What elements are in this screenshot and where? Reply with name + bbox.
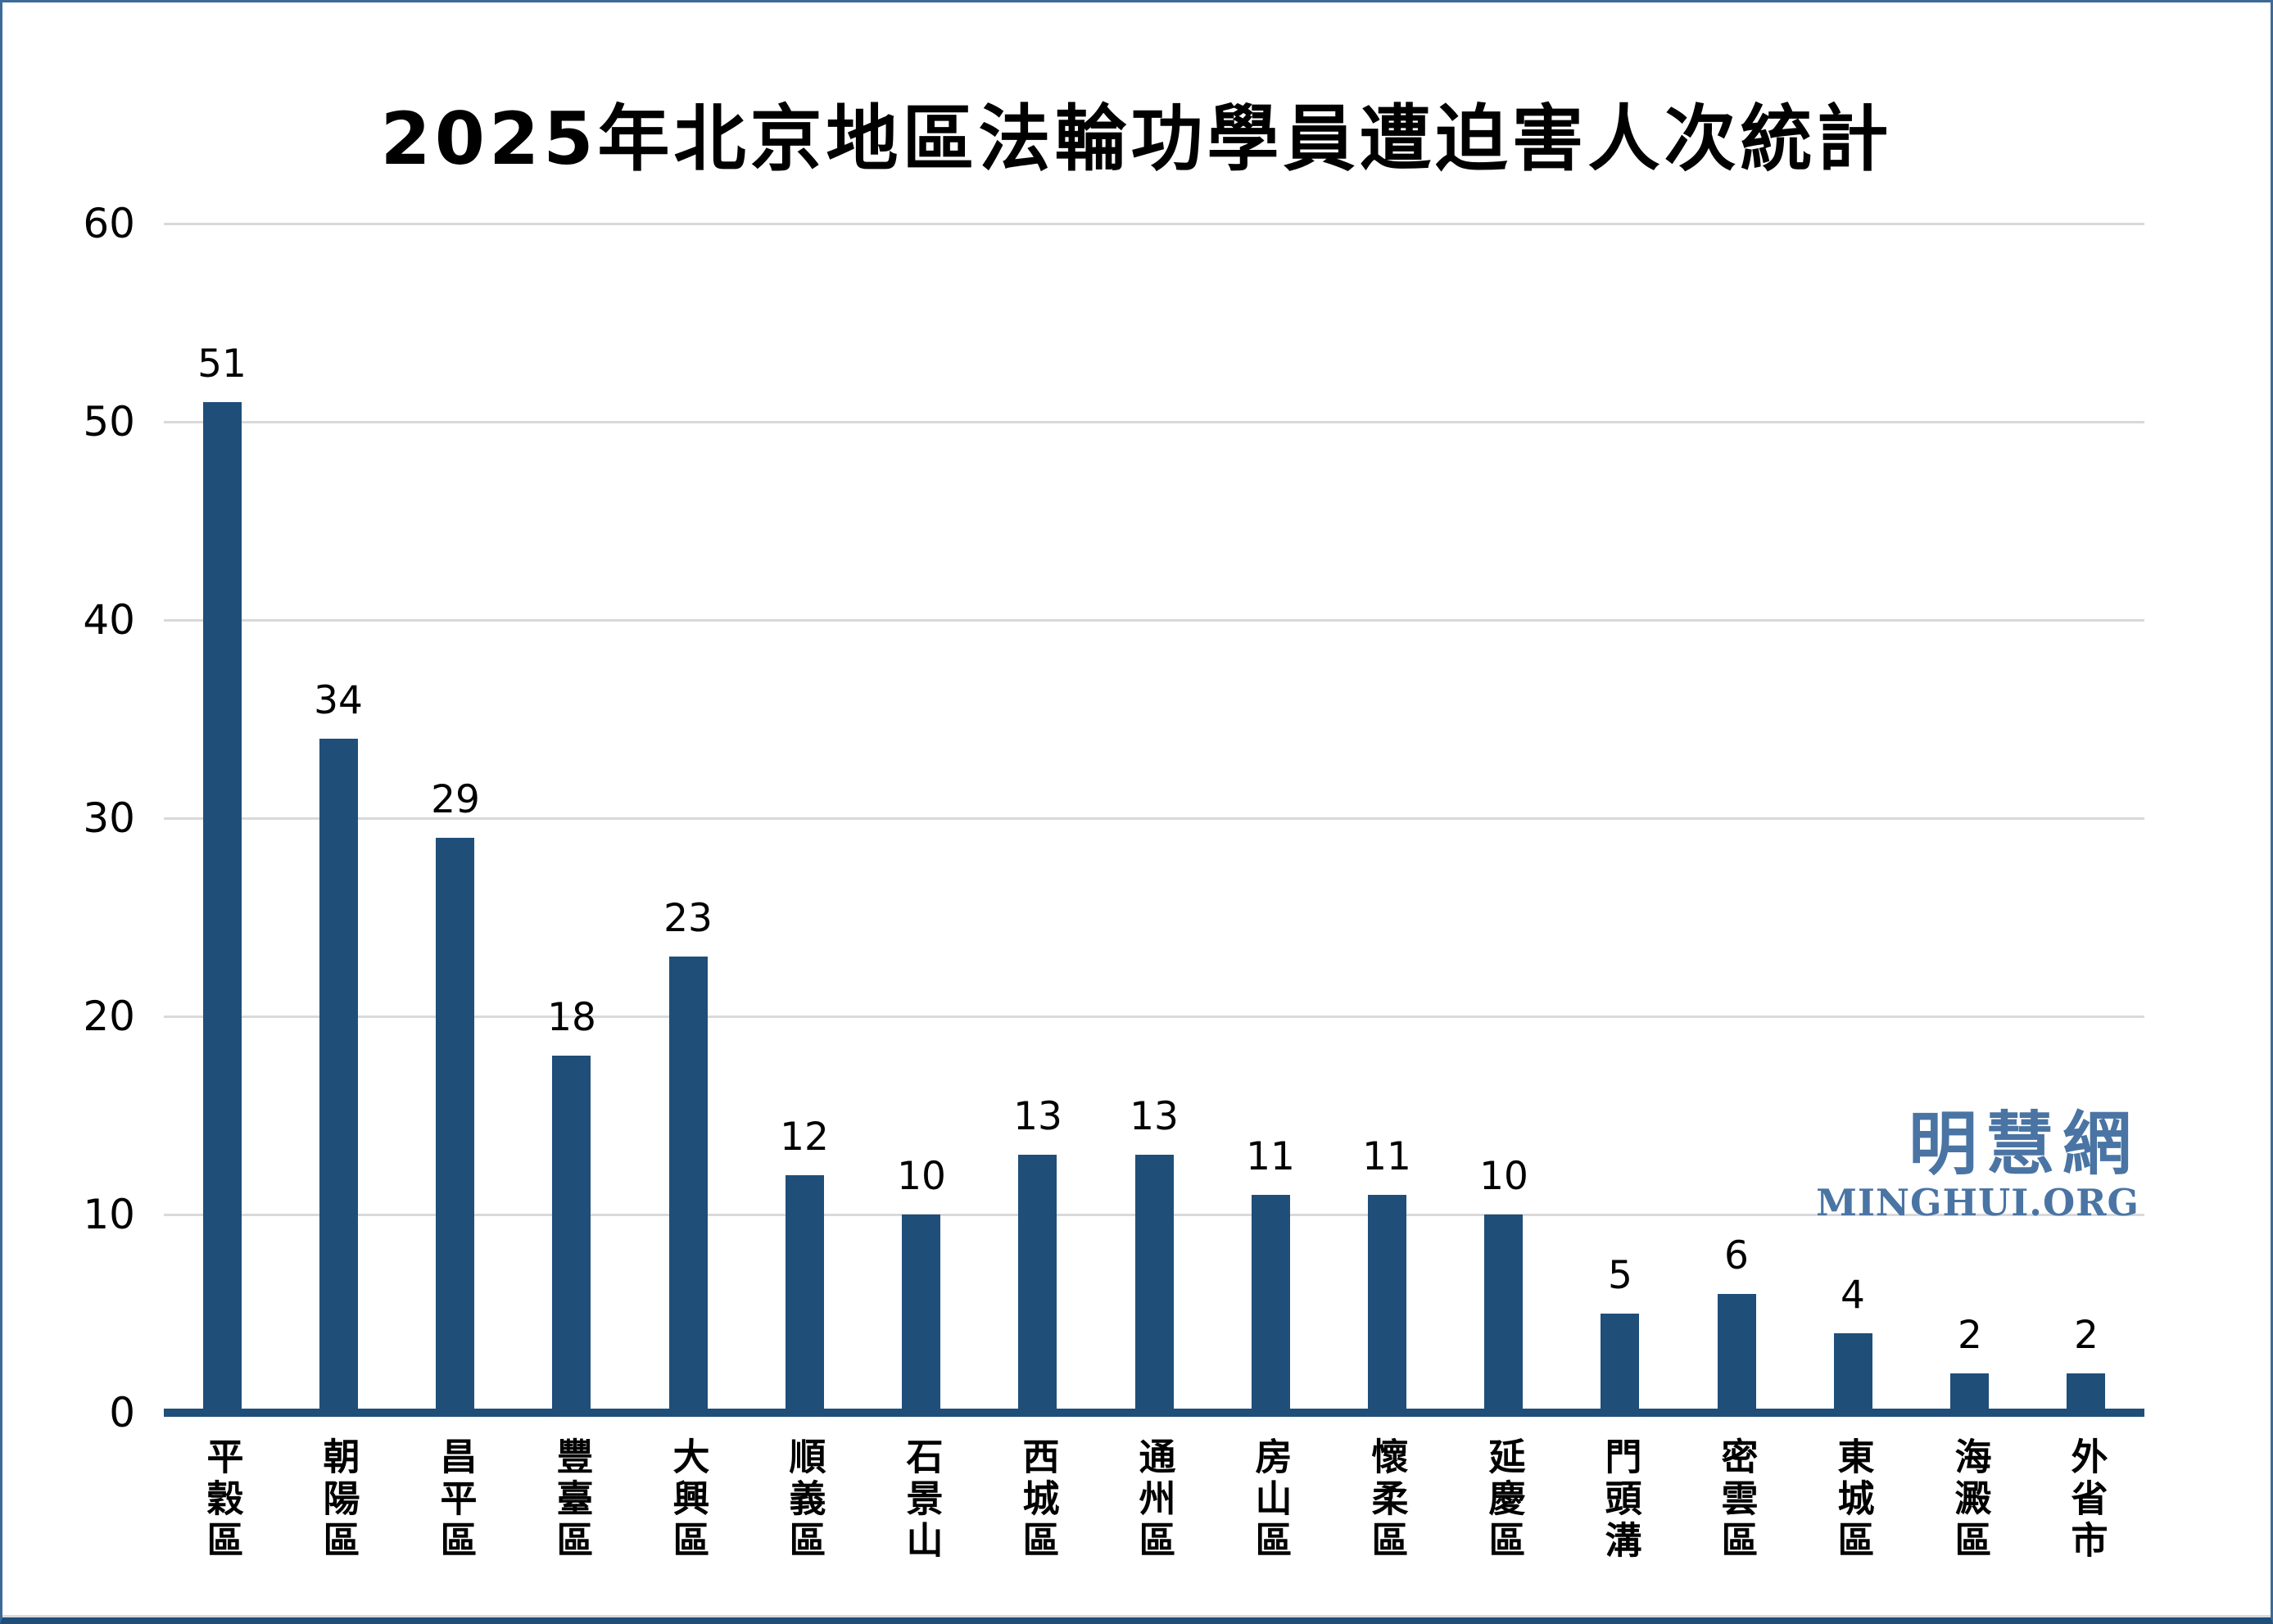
x-tick-label-通州區: 通州區 — [1132, 1437, 1176, 1563]
y-tick-label-20: 20 — [83, 993, 135, 1040]
gridline-y20 — [164, 1016, 2144, 1018]
bar-平穀區 — [203, 402, 242, 1413]
bar-房山區 — [1252, 1195, 1290, 1413]
bar-密雲區 — [1718, 1294, 1756, 1413]
bar-通州區 — [1135, 1155, 1174, 1413]
minghui-watermark: 明慧網 MINGHUI.ORG — [1816, 1106, 2139, 1224]
bar-value-label-昌平區: 29 — [431, 777, 480, 822]
y-tick-label-0: 0 — [109, 1389, 135, 1436]
bottom-rule — [2, 1615, 2271, 1617]
bar-value-label-通州區: 13 — [1130, 1094, 1179, 1139]
x-tick-label-懷柔區: 懷柔區 — [1365, 1437, 1409, 1563]
x-tick-label-朝陽區: 朝陽區 — [316, 1437, 360, 1563]
gridline-y40 — [164, 619, 2144, 622]
bar-value-label-西城區: 13 — [1013, 1094, 1062, 1139]
gridline-y30 — [164, 817, 2144, 820]
watermark-cjk-text: 明慧網 — [1908, 1104, 2139, 1184]
bar-豐臺區 — [552, 1056, 591, 1413]
x-tick-label-門頭溝: 門頭溝 — [1598, 1437, 1642, 1563]
bar-value-label-延慶區: 10 — [1479, 1154, 1528, 1199]
bar-value-label-懷柔區: 11 — [1362, 1134, 1411, 1179]
x-tick-label-昌平區: 昌平區 — [433, 1437, 478, 1563]
bar-value-label-門頭溝: 5 — [1608, 1253, 1632, 1298]
bar-西城區 — [1018, 1155, 1057, 1413]
y-tick-label-40: 40 — [83, 596, 135, 644]
x-tick-label-石景山: 石景山 — [899, 1437, 944, 1563]
bar-value-label-石景山: 10 — [897, 1154, 946, 1199]
bar-順義區 — [786, 1175, 824, 1413]
x-tick-label-密雲區: 密雲區 — [1714, 1437, 1759, 1563]
bar-value-label-順義區: 12 — [780, 1115, 829, 1160]
x-tick-label-順義區: 順義區 — [782, 1437, 826, 1563]
bar-value-label-平穀區: 51 — [197, 342, 247, 387]
x-tick-label-大興區: 大興區 — [666, 1437, 710, 1563]
bar-value-label-密雲區: 6 — [1724, 1233, 1749, 1278]
x-tick-label-豐臺區: 豐臺區 — [550, 1437, 594, 1563]
bar-value-label-外省市: 2 — [2074, 1313, 2099, 1358]
bar-懷柔區 — [1368, 1195, 1406, 1413]
x-tick-label-東城區: 東城區 — [1831, 1437, 1875, 1563]
bar-value-label-大興區: 23 — [663, 896, 713, 941]
watermark-latin-text: MINGHUI.ORG — [1816, 1181, 2139, 1224]
bar-延慶區 — [1484, 1215, 1523, 1413]
x-tick-label-海澱區: 海澱區 — [1948, 1437, 1992, 1563]
bar-海澱區 — [1950, 1373, 1989, 1413]
bar-value-label-海澱區: 2 — [1958, 1313, 1982, 1358]
x-tick-label-房山區: 房山區 — [1248, 1437, 1293, 1563]
bar-value-label-豐臺區: 18 — [547, 995, 596, 1040]
x-tick-label-平穀區: 平穀區 — [200, 1437, 244, 1563]
y-tick-label-30: 30 — [83, 794, 135, 842]
gridline-y50 — [164, 421, 2144, 423]
bar-東城區 — [1834, 1333, 1872, 1413]
bar-value-label-房山區: 11 — [1246, 1134, 1295, 1179]
y-tick-label-10: 10 — [83, 1191, 135, 1238]
y-tick-label-50: 50 — [83, 398, 135, 446]
bar-門頭溝 — [1601, 1314, 1639, 1413]
bar-value-label-東城區: 4 — [1841, 1273, 1865, 1318]
bar-value-label-朝陽區: 34 — [314, 678, 363, 723]
x-tick-label-西城區: 西城區 — [1016, 1437, 1060, 1563]
y-tick-label-60: 60 — [83, 200, 135, 247]
x-tick-label-外省市: 外省市 — [2064, 1437, 2108, 1563]
bar-石景山 — [902, 1215, 940, 1413]
x-tick-label-延慶區: 延慶區 — [1482, 1437, 1526, 1563]
bar-大興區 — [669, 957, 708, 1413]
gridline-y60 — [164, 223, 2144, 225]
bar-朝陽區 — [319, 739, 358, 1413]
chart-title: 2025年北京地區法輪功學員遭迫害人次統計 — [380, 97, 1893, 181]
x-axis-baseline — [164, 1409, 2144, 1417]
bar-昌平區 — [436, 838, 474, 1413]
bar-外省市 — [2067, 1373, 2105, 1413]
